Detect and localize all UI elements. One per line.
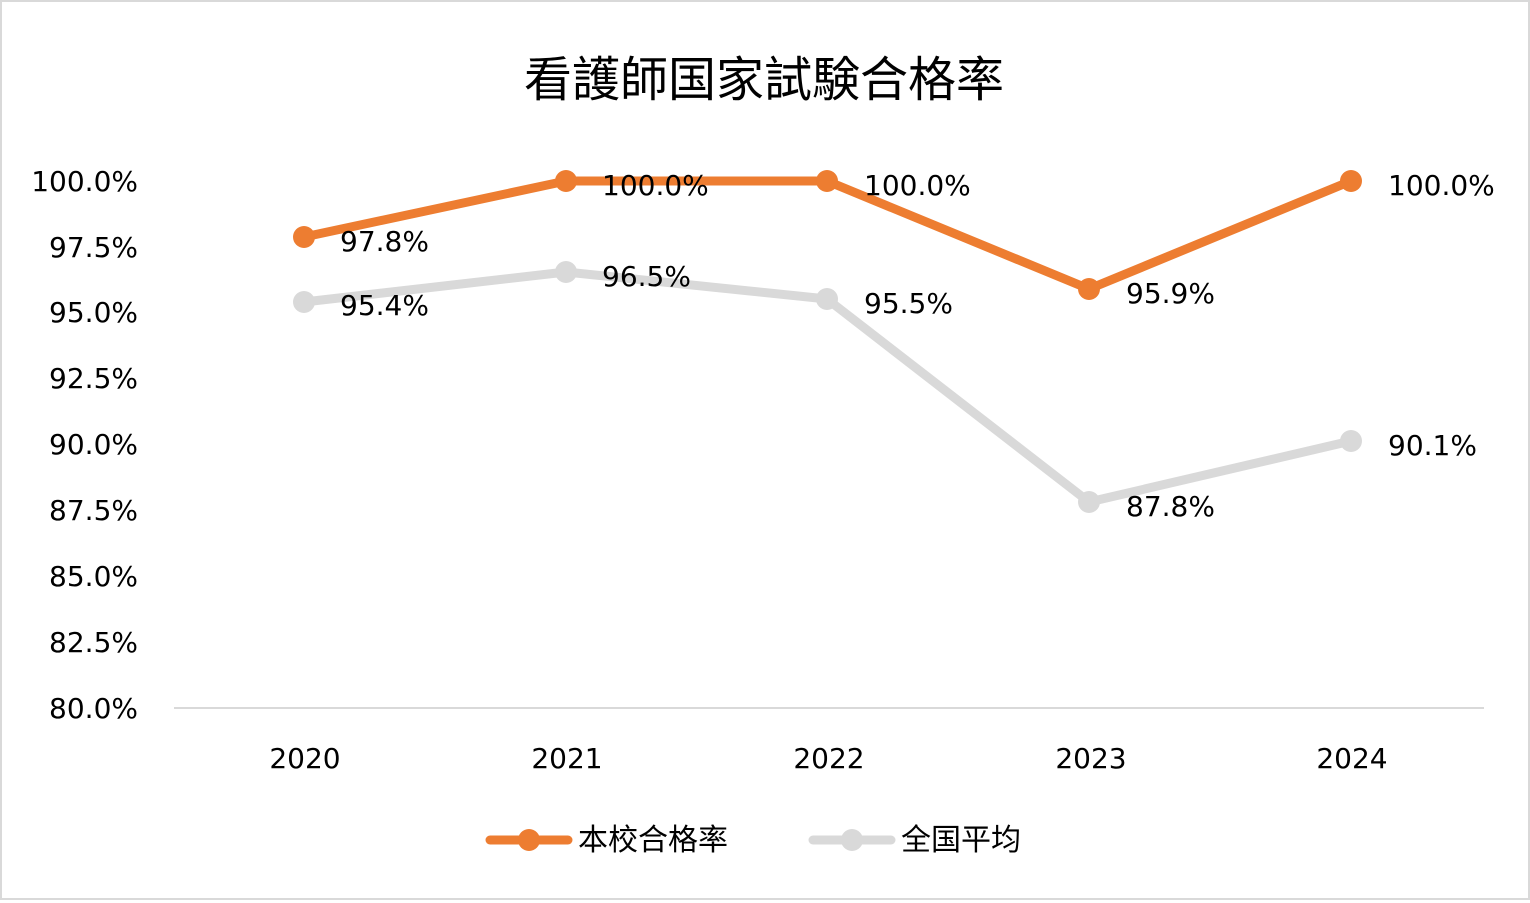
x-tick-label: 2023 bbox=[1055, 742, 1126, 775]
y-tick-label: 97.5% bbox=[49, 231, 138, 264]
data-point[interactable] bbox=[816, 170, 838, 192]
data-label: 96.5% bbox=[602, 260, 691, 293]
data-label: 95.5% bbox=[864, 287, 953, 320]
x-tick-label: 2024 bbox=[1316, 742, 1387, 775]
x-tick-label: 2021 bbox=[531, 742, 602, 775]
y-tick-label: 82.5% bbox=[49, 626, 138, 659]
y-tick-label: 80.0% bbox=[49, 692, 138, 725]
data-label: 90.1% bbox=[1388, 429, 1477, 462]
y-tick-label: 90.0% bbox=[49, 428, 138, 461]
x-tick-label: 2020 bbox=[269, 742, 340, 775]
y-tick-label: 100.0% bbox=[31, 165, 138, 198]
data-point[interactable] bbox=[1078, 278, 1100, 300]
data-label: 95.4% bbox=[340, 289, 429, 322]
data-point[interactable] bbox=[1340, 170, 1362, 192]
series-national-average: 95.4% 96.5% 95.5% 87.8% 90.1% bbox=[293, 260, 1477, 523]
series-line bbox=[303, 176, 1353, 294]
legend-label: 本校合格率 bbox=[578, 823, 728, 858]
series-school-pass-rate: 97.8% 100.0% 100.0% 95.9% 100.0% bbox=[293, 169, 1495, 310]
data-point[interactable] bbox=[555, 170, 577, 192]
data-label: 87.8% bbox=[1126, 490, 1215, 523]
data-point[interactable] bbox=[816, 288, 838, 310]
y-tick-label: 85.0% bbox=[49, 560, 138, 593]
chart-title: 看護師国家試験合格率 bbox=[524, 52, 1004, 108]
legend-item-national-average[interactable]: 全国平均 bbox=[808, 823, 1021, 858]
data-label: 97.8% bbox=[340, 225, 429, 258]
legend-marker-icon bbox=[841, 829, 863, 851]
data-label: 100.0% bbox=[1388, 169, 1495, 202]
data-point[interactable] bbox=[293, 226, 315, 248]
legend: 本校合格率 全国平均 bbox=[485, 823, 1021, 858]
y-axis: 100.0% 97.5% 95.0% 92.5% 90.0% 87.5% 85.… bbox=[31, 165, 138, 725]
data-label: 100.0% bbox=[602, 169, 709, 202]
y-tick-label: 95.0% bbox=[49, 296, 138, 329]
x-tick-label: 2022 bbox=[793, 742, 864, 775]
data-label: 100.0% bbox=[864, 169, 971, 202]
y-tick-label: 87.5% bbox=[49, 494, 138, 527]
x-axis: 2020 2021 2022 2023 2024 bbox=[269, 742, 1387, 775]
data-label: 95.9% bbox=[1126, 277, 1215, 310]
y-tick-label: 92.5% bbox=[49, 362, 138, 395]
data-point[interactable] bbox=[1340, 430, 1362, 452]
data-point[interactable] bbox=[293, 291, 315, 313]
legend-label: 全国平均 bbox=[901, 823, 1021, 858]
legend-item-school-pass-rate[interactable]: 本校合格率 bbox=[485, 823, 728, 858]
data-point[interactable] bbox=[555, 261, 577, 283]
legend-marker-icon bbox=[518, 829, 540, 851]
data-point[interactable] bbox=[1078, 491, 1100, 513]
